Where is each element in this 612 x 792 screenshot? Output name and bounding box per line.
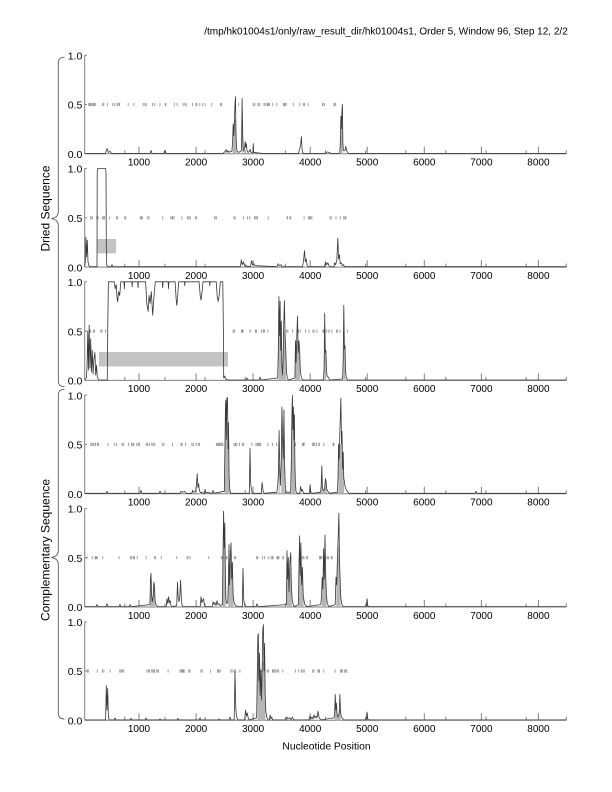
svg-text:5000: 5000: [356, 611, 379, 622]
svg-text:/tmp/hk01004s1/only/raw_result: /tmp/hk01004s1/only/raw_result_dir/hk010…: [204, 26, 568, 37]
svg-text:1000: 1000: [128, 271, 151, 282]
svg-text:3000: 3000: [242, 158, 265, 169]
svg-text:7000: 7000: [470, 271, 493, 282]
svg-text:6000: 6000: [413, 724, 436, 735]
svg-text:6000: 6000: [413, 158, 436, 169]
svg-text:1000: 1000: [128, 158, 151, 169]
svg-text:1.0: 1.0: [68, 50, 83, 62]
svg-text:Complementary Sequence: Complementary Sequence: [39, 479, 53, 621]
svg-text:1.0: 1.0: [68, 390, 83, 402]
svg-text:4000: 4000: [299, 384, 322, 395]
svg-text:2000: 2000: [185, 384, 208, 395]
svg-text:4000: 4000: [299, 158, 322, 169]
svg-text:3000: 3000: [242, 271, 265, 282]
svg-text:1000: 1000: [128, 498, 151, 509]
svg-text:0.0: 0.0: [68, 716, 83, 728]
svg-text:6000: 6000: [413, 384, 436, 395]
svg-text:8000: 8000: [527, 384, 550, 395]
svg-text:8000: 8000: [527, 611, 550, 622]
svg-text:7000: 7000: [470, 498, 493, 509]
svg-text:3000: 3000: [242, 498, 265, 509]
svg-text:2000: 2000: [185, 271, 208, 282]
svg-text:1.0: 1.0: [68, 617, 83, 629]
svg-text:5000: 5000: [356, 724, 379, 735]
svg-text:7000: 7000: [470, 611, 493, 622]
svg-text:4000: 4000: [299, 611, 322, 622]
svg-text:0.0: 0.0: [68, 489, 83, 501]
svg-text:4000: 4000: [299, 271, 322, 282]
svg-text:2000: 2000: [185, 724, 208, 735]
svg-text:1.0: 1.0: [68, 277, 83, 289]
svg-text:0.5: 0.5: [68, 553, 83, 565]
svg-text:2000: 2000: [185, 611, 208, 622]
svg-text:1.0: 1.0: [68, 504, 83, 516]
svg-text:3000: 3000: [242, 611, 265, 622]
svg-text:1000: 1000: [128, 724, 151, 735]
svg-text:Dried Sequence: Dried Sequence: [39, 165, 53, 251]
svg-text:5000: 5000: [356, 384, 379, 395]
svg-text:1000: 1000: [128, 384, 151, 395]
svg-text:6000: 6000: [413, 271, 436, 282]
svg-text:5000: 5000: [356, 498, 379, 509]
svg-text:6000: 6000: [413, 611, 436, 622]
svg-text:8000: 8000: [527, 271, 550, 282]
svg-text:8000: 8000: [527, 498, 550, 509]
svg-text:0.0: 0.0: [68, 262, 83, 274]
svg-text:1000: 1000: [128, 611, 151, 622]
svg-text:0.0: 0.0: [68, 602, 83, 614]
svg-text:1.0: 1.0: [68, 164, 83, 176]
svg-text:2000: 2000: [185, 498, 208, 509]
svg-text:0.5: 0.5: [68, 100, 83, 112]
svg-text:Nucleotide Position: Nucleotide Position: [282, 742, 370, 753]
svg-text:3000: 3000: [242, 384, 265, 395]
svg-text:0.5: 0.5: [68, 666, 83, 678]
svg-text:0.5: 0.5: [68, 440, 83, 452]
svg-text:6000: 6000: [413, 498, 436, 509]
svg-text:5000: 5000: [356, 271, 379, 282]
svg-text:7000: 7000: [470, 158, 493, 169]
svg-text:0.5: 0.5: [68, 326, 83, 338]
svg-text:7000: 7000: [470, 384, 493, 395]
svg-text:0.5: 0.5: [68, 213, 83, 225]
svg-text:2000: 2000: [185, 158, 208, 169]
svg-text:8000: 8000: [527, 724, 550, 735]
svg-text:4000: 4000: [299, 724, 322, 735]
svg-text:7000: 7000: [470, 724, 493, 735]
svg-text:0.0: 0.0: [68, 149, 83, 161]
svg-text:0.0: 0.0: [68, 376, 83, 388]
svg-text:8000: 8000: [527, 158, 550, 169]
svg-text:5000: 5000: [356, 158, 379, 169]
svg-text:4000: 4000: [299, 498, 322, 509]
svg-text:3000: 3000: [242, 724, 265, 735]
